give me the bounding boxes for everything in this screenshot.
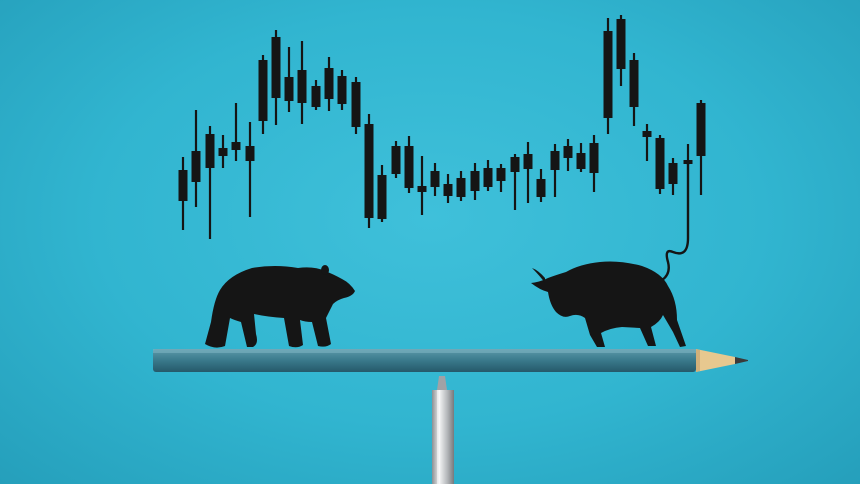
candle-body	[563, 146, 573, 158]
pen-fulcrum	[432, 376, 454, 484]
candle-body	[391, 146, 401, 174]
candle-body	[696, 103, 706, 156]
candle-body	[655, 138, 665, 189]
candle-body	[218, 148, 228, 156]
candle-body	[178, 170, 188, 201]
candle-body	[616, 19, 626, 69]
candle-body	[536, 179, 546, 197]
candle-body	[417, 186, 427, 192]
candle-body	[205, 134, 215, 168]
candle-body	[404, 146, 414, 188]
bull-tail	[661, 163, 690, 281]
candle-body	[297, 70, 307, 103]
candle-body	[456, 178, 466, 197]
candle-body	[311, 86, 321, 107]
candle-body	[642, 131, 652, 137]
candle-body	[603, 31, 613, 118]
candle-body	[364, 124, 374, 218]
candle-body	[337, 76, 347, 104]
candlestick-chart	[178, 15, 706, 239]
candle-body	[470, 171, 480, 191]
candle-body	[245, 146, 255, 161]
bear-silhouette	[205, 265, 355, 348]
candle-body	[510, 157, 520, 172]
pencil-balance-beam	[153, 349, 748, 372]
candle-body	[629, 60, 639, 107]
candle-body	[324, 68, 334, 99]
candle-body	[271, 37, 281, 98]
candle-body	[668, 163, 678, 184]
candle-body	[683, 160, 693, 164]
candle-body	[589, 143, 599, 173]
candle-body	[258, 60, 268, 121]
candle-body	[443, 184, 453, 196]
candle-body	[483, 168, 493, 187]
candle-body	[550, 151, 560, 170]
candle-body	[351, 82, 361, 127]
candle-body	[231, 142, 241, 150]
candle-body	[191, 151, 201, 182]
bull-silhouette	[531, 261, 686, 347]
candle-body	[284, 77, 294, 101]
candle-body	[377, 175, 387, 219]
candle-body	[430, 171, 440, 187]
candle-body	[496, 168, 506, 181]
candle-body	[523, 154, 533, 169]
candle-body	[576, 153, 586, 169]
